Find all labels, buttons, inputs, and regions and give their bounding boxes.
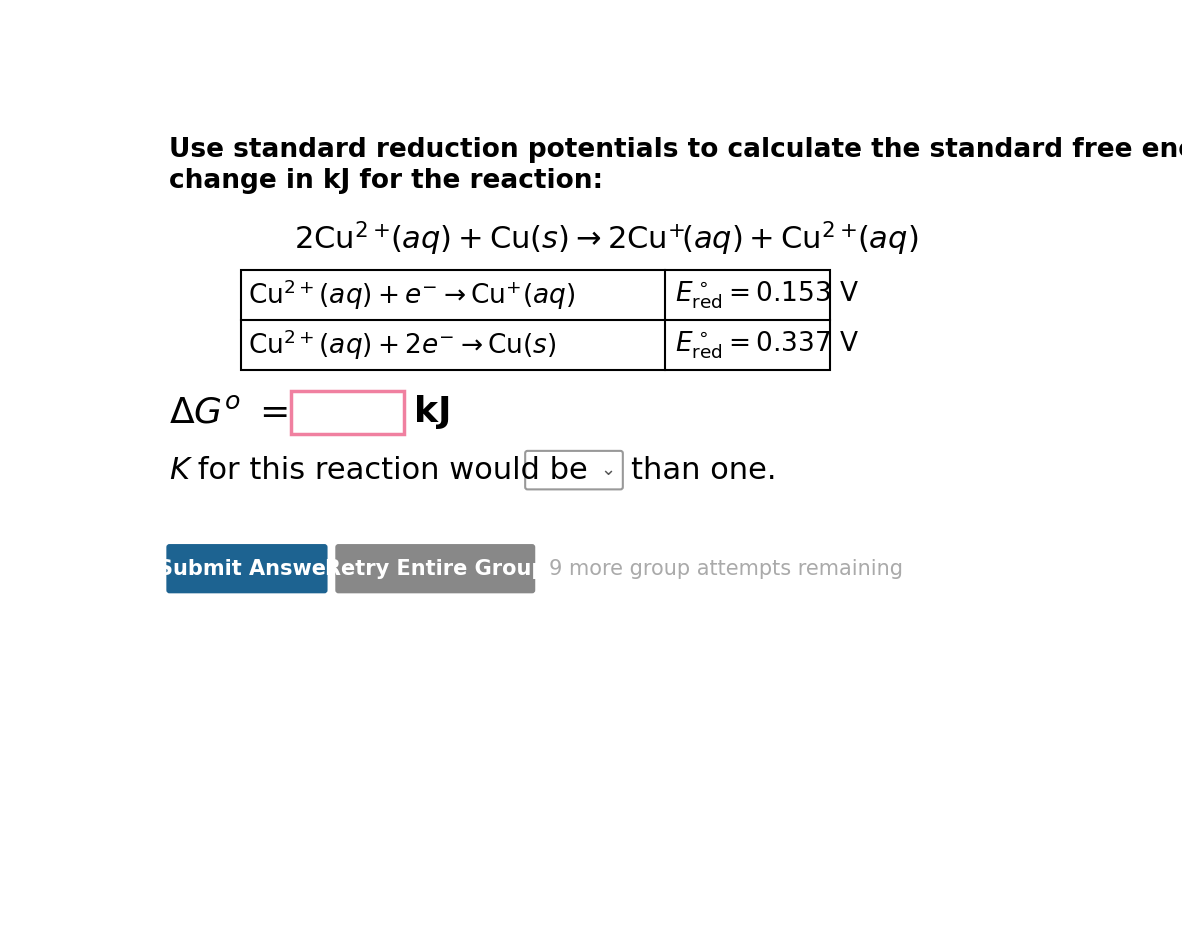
Text: $2\mathrm{Cu}^{2+}\!(aq) + \mathrm{Cu}(s) \rightarrow 2\mathrm{Cu}^{+}\!(aq) + \: $2\mathrm{Cu}^{2+}\!(aq) + \mathrm{Cu}(s… [293,219,918,259]
FancyBboxPatch shape [291,390,403,434]
Text: ⌄: ⌄ [600,461,616,479]
Text: Retry Entire Group: Retry Entire Group [325,559,546,579]
Text: Submit Answer: Submit Answer [157,559,336,579]
Bar [241,270,830,370]
Text: 9 more group attempts remaining: 9 more group attempts remaining [550,559,903,579]
FancyBboxPatch shape [525,451,623,489]
Text: $\Delta G^o\ =$: $\Delta G^o\ =$ [169,395,288,430]
FancyBboxPatch shape [167,544,327,593]
FancyBboxPatch shape [336,544,535,593]
Text: Use standard reduction potentials to calculate the standard free energy: Use standard reduction potentials to cal… [169,136,1182,163]
Text: $K$: $K$ [169,455,194,486]
Text: $E^\circ_{\mathrm{red}} = 0.153\ \mathrm{V}$: $E^\circ_{\mathrm{red}} = 0.153\ \mathrm… [675,279,859,311]
Text: $\mathrm{Cu}^{2+}(aq) + 2e^{-} \rightarrow \mathrm{Cu}(s)$: $\mathrm{Cu}^{2+}(aq) + 2e^{-} \rightarr… [248,328,557,362]
Text: kJ: kJ [415,395,452,430]
Text: $E^\circ_{\mathrm{red}} = 0.337\ \mathrm{V}$: $E^\circ_{\mathrm{red}} = 0.337\ \mathrm… [675,330,859,361]
Text: than one.: than one. [631,456,777,485]
Text: for this reaction would be: for this reaction would be [188,456,587,485]
Text: $\mathrm{Cu}^{2+}(aq) + e^{-} \rightarrow \mathrm{Cu}^{+}(aq)$: $\mathrm{Cu}^{2+}(aq) + e^{-} \rightarro… [248,277,576,312]
Text: change in kJ for the reaction:: change in kJ for the reaction: [169,167,604,193]
